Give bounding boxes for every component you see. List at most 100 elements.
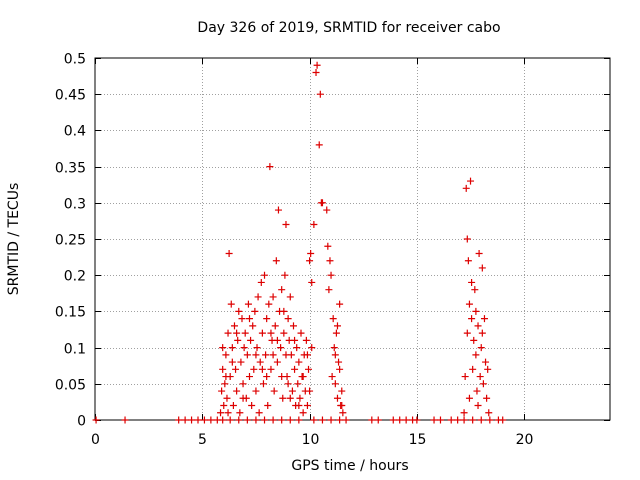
data-point [465,394,473,402]
data-point [308,344,316,352]
data-point [188,416,196,424]
data-point [267,365,275,373]
data-point [295,402,303,410]
data-point [413,416,421,424]
data-point [239,380,247,388]
data-point [331,351,339,359]
data-point [323,206,331,214]
data-point [476,373,484,381]
data-point [333,394,341,402]
chart-title: Day 326 of 2019, SRMTID for receiver cab… [197,20,500,36]
x-tick-label: 15 [409,432,427,448]
data-point [468,278,476,286]
data-point [295,416,303,424]
data-point [328,373,336,381]
data-point [313,61,321,69]
data-point [475,249,483,257]
data-point [460,409,468,417]
data-point [305,365,313,373]
data-point [470,336,478,344]
data-point [229,402,237,410]
data-point [454,416,462,424]
data-point [280,329,288,337]
data-point [266,163,274,171]
y-tick-label: 0.4 [64,124,86,140]
data-point [246,315,253,323]
y-axis-ticks: 0 0.05 0.1 0.15 0.2 0.25 0.3 0.35 0.4 0.45 0.5 [55,52,610,430]
data-point [279,394,287,402]
data-point [336,300,344,308]
data-point [219,365,227,373]
data-point [471,286,479,294]
data-point [315,141,323,149]
data-point [221,380,229,388]
data-point [252,351,260,359]
data-point [306,387,314,395]
data-point [436,416,444,424]
data-point [329,315,337,323]
data-point [374,416,382,424]
data-point [278,373,286,381]
data-point [273,336,281,344]
data-point [303,402,311,410]
data-point [473,387,481,395]
data-point [325,286,333,294]
data-point [474,322,482,330]
data-point [330,344,338,352]
data-point [327,271,335,279]
data-point [303,351,311,359]
data-point [284,315,292,323]
data-point [286,394,294,402]
data-point [295,358,303,366]
data-point [280,307,288,315]
x-tick-label: 0 [91,432,100,448]
data-point [483,394,491,402]
data-point [269,293,277,301]
y-tick-label: 0.3 [64,197,86,213]
data-point [318,199,326,207]
data-point [219,344,227,352]
data-point [324,242,332,250]
data-point [484,365,492,373]
data-point [217,409,225,417]
data-point [294,380,302,388]
data-point [265,300,273,308]
data-point [499,416,507,424]
data-point [264,402,272,410]
data-point [326,257,334,265]
data-point [175,416,183,424]
data-point [253,344,261,352]
data-point [243,351,251,359]
data-point [310,221,318,229]
data-point [254,293,262,301]
data-point [271,322,279,330]
data-point [258,365,266,373]
plot-frame [94,57,611,421]
data-point [462,184,470,192]
data-point [297,329,305,337]
data-point [238,315,246,323]
data-point [463,329,471,337]
y-tick-label: 0.1 [64,342,86,358]
x-axis-label: GPS time / hours [291,458,408,474]
data-point [461,373,469,381]
data-point [474,402,482,410]
data-point [230,322,238,330]
data-point [269,351,277,359]
data-point [477,344,485,352]
y-tick-label: 0.05 [55,378,86,394]
data-point [447,416,455,424]
data-point [218,387,226,395]
data-point [478,329,486,337]
data-point [485,409,493,417]
data-point [469,416,477,424]
data-point [282,351,290,359]
data-point [479,380,487,388]
data-point [92,416,100,424]
data-point [257,278,265,286]
data-point [274,206,282,214]
y-tick-label: 0.15 [55,305,86,321]
data-point [240,344,248,352]
data-point [273,358,281,366]
data-point [288,387,296,395]
